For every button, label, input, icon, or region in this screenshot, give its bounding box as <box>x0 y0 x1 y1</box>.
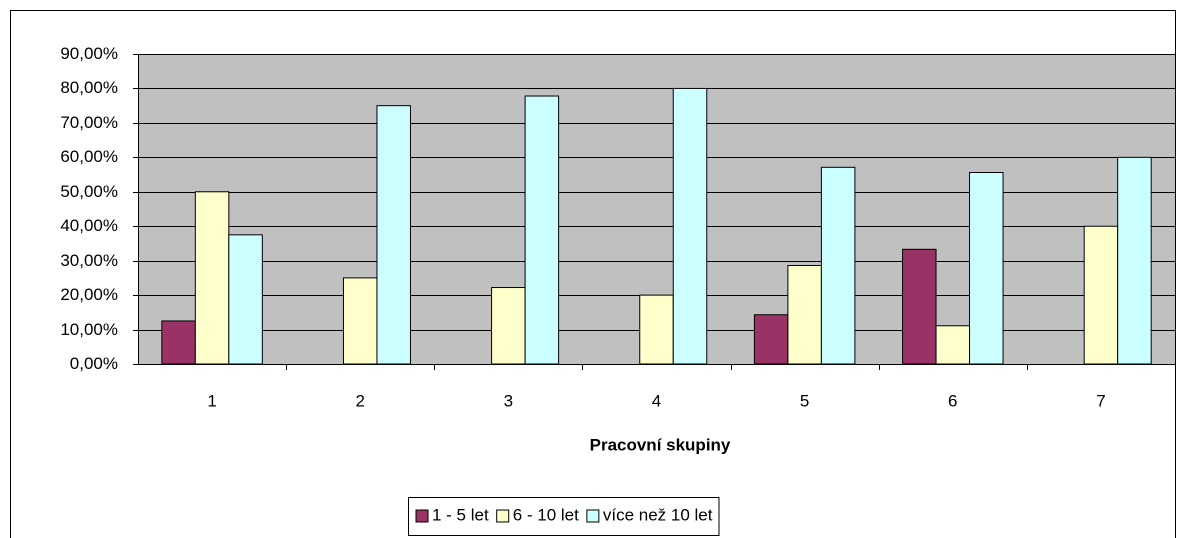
bar <box>161 320 196 365</box>
legend-label: více než 10 let <box>603 505 713 524</box>
bar <box>491 287 526 365</box>
bar <box>969 171 1004 365</box>
chart-frame <box>10 10 1176 538</box>
y-tick-label: 50,00% <box>60 182 118 201</box>
bar <box>524 95 560 365</box>
y-tick-label: 90,00% <box>60 44 118 63</box>
legend-swatch <box>586 509 600 523</box>
x-tick-label: 2 <box>355 391 364 410</box>
legend: 1 - 5 let 6 - 10 let více než 10 let <box>408 497 720 536</box>
legend-swatch <box>496 509 510 523</box>
y-tick-label: 40,00% <box>60 216 118 235</box>
bar <box>1083 225 1119 365</box>
y-tick-label: 80,00% <box>60 78 118 97</box>
bar <box>228 234 263 365</box>
bar <box>902 248 937 365</box>
y-tick-label: 20,00% <box>60 285 118 304</box>
x-axis-title: Pracovní skupiny <box>590 435 731 454</box>
y-tick-label: 0,00% <box>70 354 118 373</box>
x-tick-label: 4 <box>652 391 661 410</box>
bar <box>639 294 674 365</box>
bar <box>376 105 411 365</box>
bar <box>935 325 971 365</box>
bar <box>787 264 822 365</box>
bar <box>194 191 230 365</box>
bar <box>1117 156 1152 365</box>
bar <box>342 277 378 365</box>
legend-box <box>408 497 720 536</box>
bar <box>820 166 856 365</box>
legend-label: 6 - 10 let <box>513 505 579 524</box>
bar <box>672 87 708 365</box>
y-tick-label: 70,00% <box>60 113 118 132</box>
y-tick-label: 10,00% <box>60 320 118 339</box>
x-tick-label: 6 <box>948 391 957 410</box>
y-tick-label: 30,00% <box>60 251 118 270</box>
y-tick-label: 60,00% <box>60 147 118 166</box>
x-tick-label: 3 <box>504 391 513 410</box>
x-tick-label: 7 <box>1096 391 1105 410</box>
legend-label: 1 - 5 let <box>432 505 489 524</box>
x-tick-label: 5 <box>800 391 809 410</box>
legend-swatch <box>415 509 429 523</box>
x-tick-label: 1 <box>207 391 216 410</box>
bar <box>753 314 789 365</box>
